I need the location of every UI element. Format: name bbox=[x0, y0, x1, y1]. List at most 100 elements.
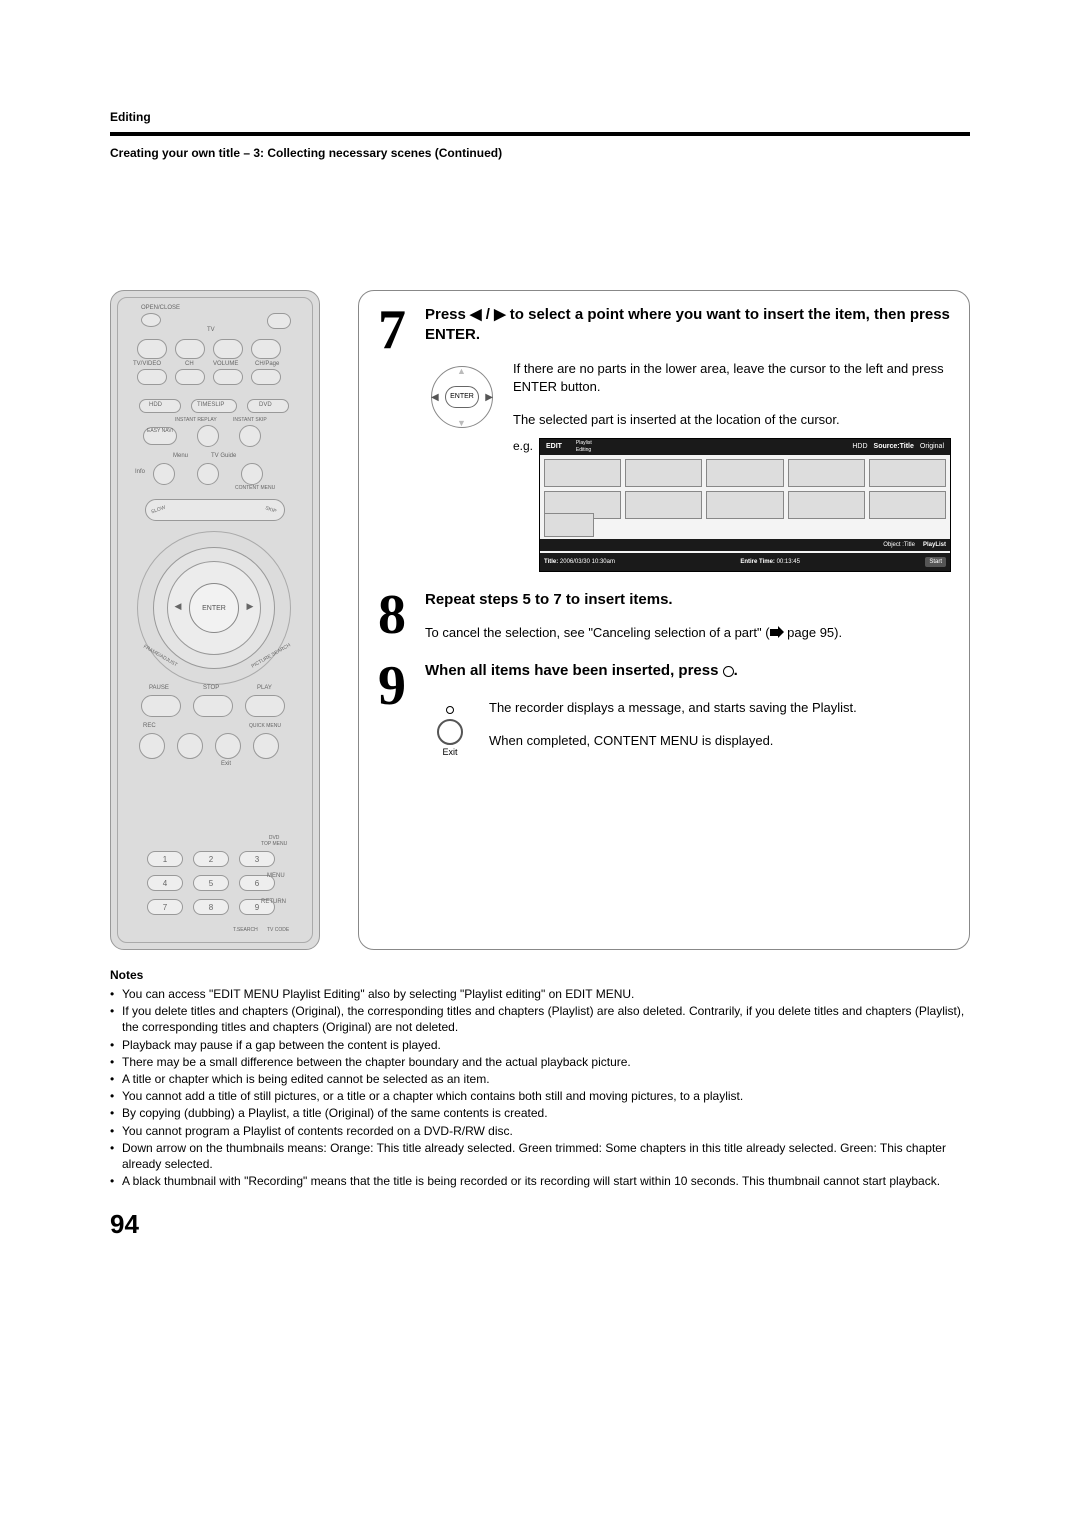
eg-time: 00:13:45 bbox=[777, 559, 800, 565]
eg-title-label: Title: bbox=[544, 559, 558, 565]
label-chpage: CH/Page bbox=[255, 361, 279, 367]
notes-title: Notes bbox=[110, 968, 970, 982]
step-8-text-b: page 95). bbox=[784, 625, 843, 640]
num-2: 2 bbox=[193, 851, 229, 867]
stop-button bbox=[193, 695, 233, 717]
note-item: A title or chapter which is being edited… bbox=[110, 1071, 970, 1087]
step-8-title: Repeat steps 5 to 7 to insert items. bbox=[425, 590, 951, 610]
eg-label: e.g. bbox=[513, 438, 533, 572]
remote-column: OPEN/CLOSE TV TV/VIDEO CH VOLUME CH/Page bbox=[110, 290, 340, 950]
remote-control-illustration: OPEN/CLOSE TV TV/VIDEO CH VOLUME CH/Page bbox=[110, 290, 320, 950]
exit-button-illustration: Exit bbox=[425, 699, 475, 757]
label-easy-navi: EASY NAVI bbox=[147, 429, 173, 434]
rec-button bbox=[139, 733, 165, 759]
label-exit: Exit bbox=[221, 761, 231, 767]
step-9: 9 When all items have been inserted, pre… bbox=[369, 661, 951, 757]
label-rec: REC bbox=[143, 723, 156, 729]
num-8: 8 bbox=[193, 899, 229, 915]
notes-list: You can access "EDIT MENU Playlist Editi… bbox=[110, 986, 970, 1189]
page-down-button bbox=[251, 369, 281, 385]
power-button bbox=[267, 313, 291, 329]
pause-button bbox=[141, 695, 181, 717]
open-close-button bbox=[141, 313, 161, 327]
example-screen: EDIT Playlist Editing HDD bbox=[539, 438, 951, 572]
eg-source: Source:Title bbox=[874, 443, 914, 450]
exit-button bbox=[215, 733, 241, 759]
label-ch: CH bbox=[185, 361, 194, 367]
step-9-p1: The recorder displays a message, and sta… bbox=[489, 699, 951, 718]
page-arrow-icon bbox=[770, 627, 784, 638]
step-8-number: 8 bbox=[369, 590, 415, 643]
label-dvd: DVD bbox=[259, 402, 272, 408]
num-1: 1 bbox=[147, 851, 183, 867]
thumb bbox=[625, 459, 702, 487]
label-dvd-top-menu: DVD TOP MENU bbox=[261, 835, 287, 847]
circle-mark-icon bbox=[723, 666, 734, 677]
enter-key-illustration: ▲ ▼ ◀ ▶ ENTER bbox=[425, 360, 499, 434]
num-4: 4 bbox=[147, 875, 183, 891]
step-7-title: Press ◀ / ▶ to select a point where you … bbox=[425, 305, 951, 346]
step-7-p2: The selected part is inserted at the loc… bbox=[513, 411, 951, 430]
label-pause: PAUSE bbox=[149, 685, 169, 691]
thumb bbox=[788, 459, 865, 487]
eg-footer: Title: 2006/03/30 10:30am Entire Time: 0… bbox=[540, 553, 950, 571]
label-timeslip: TIMESLIP bbox=[197, 402, 224, 408]
note-item: A black thumbnail with "Recording" means… bbox=[110, 1173, 970, 1189]
step-9-title-text: When all items have been inserted, press bbox=[425, 662, 723, 679]
label-menu2: MENU bbox=[267, 873, 285, 879]
thumb bbox=[706, 459, 783, 487]
thumb bbox=[869, 491, 946, 519]
tvvideo-button bbox=[137, 369, 167, 385]
label-open-close: OPEN/CLOSE bbox=[141, 305, 180, 311]
step-7-title-pre: Press bbox=[425, 306, 470, 323]
label-tsearch: T.SEARCH bbox=[233, 927, 258, 933]
step-8-text-a: To cancel the selection, see "Canceling … bbox=[425, 625, 770, 640]
label-volume: VOLUME bbox=[213, 361, 238, 367]
enter-center-label: ENTER bbox=[450, 393, 474, 400]
note-item: You cannot add a title of still pictures… bbox=[110, 1088, 970, 1104]
step-8: 8 Repeat steps 5 to 7 to insert items. T… bbox=[369, 590, 951, 643]
eg-original: Original bbox=[920, 442, 944, 452]
page-content: Editing Creating your own title – 3: Col… bbox=[110, 110, 970, 1240]
label-instant-replay: INSTANT REPLAY bbox=[175, 417, 217, 423]
step-7-number: 7 bbox=[369, 305, 415, 572]
label-play: PLAY bbox=[257, 685, 272, 691]
note-item: By copying (dubbing) a Playlist, a title… bbox=[110, 1105, 970, 1121]
instant-replay-button bbox=[197, 425, 219, 447]
header-divider bbox=[110, 132, 970, 136]
num-3: 3 bbox=[239, 851, 275, 867]
quick-menu-button bbox=[253, 733, 279, 759]
label-content-menu: CONTENT MENU bbox=[235, 485, 275, 491]
label-return: RETURN bbox=[261, 899, 286, 905]
eg-date: 2006/03/30 10:30am bbox=[560, 559, 615, 565]
eg-entire-label: Entire Time: bbox=[740, 559, 775, 565]
label-menu: Menu bbox=[173, 453, 188, 459]
num-7: 7 bbox=[147, 899, 183, 915]
page-number: 94 bbox=[110, 1209, 970, 1240]
eg-object-bar: Object :Title PlayList bbox=[540, 539, 950, 551]
page-up-button bbox=[251, 339, 281, 359]
label-info: Info bbox=[135, 469, 145, 475]
label-stop: STOP bbox=[203, 685, 219, 691]
vol-up-button bbox=[213, 339, 243, 359]
eg-hdd: HDD bbox=[852, 442, 867, 452]
eg-playlist: Playlist bbox=[576, 440, 592, 446]
step-7: 7 Press ◀ / ▶ to select a point where yo… bbox=[369, 305, 951, 572]
eg-lower-thumb bbox=[544, 513, 594, 537]
eg-edit: EDIT bbox=[546, 443, 562, 450]
section-header: Editing bbox=[110, 110, 970, 124]
instant-skip-button bbox=[239, 425, 261, 447]
label-tvvideo: TV/VIDEO bbox=[133, 361, 161, 367]
play-button bbox=[245, 695, 285, 717]
exit-label: Exit bbox=[425, 747, 475, 757]
ch-up-button bbox=[175, 339, 205, 359]
label-instant-skip: INSTANT SKIP bbox=[233, 417, 267, 423]
num-5: 5 bbox=[193, 875, 229, 891]
notes-section: Notes You can access "EDIT MENU Playlist… bbox=[110, 968, 970, 1189]
label-hdd: HDD bbox=[149, 402, 162, 408]
enter-button: ENTER bbox=[189, 583, 239, 633]
note-item: Playback may pause if a gap between the … bbox=[110, 1037, 970, 1053]
note-item: You can access "EDIT MENU Playlist Editi… bbox=[110, 986, 970, 1002]
main-row: OPEN/CLOSE TV TV/VIDEO CH VOLUME CH/Page bbox=[110, 290, 970, 950]
vol-down-button bbox=[213, 369, 243, 385]
